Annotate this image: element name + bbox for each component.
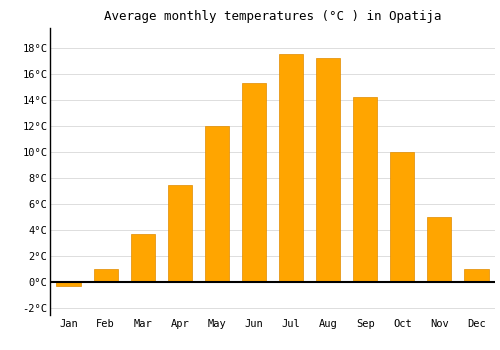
Bar xyxy=(130,234,155,282)
Bar xyxy=(56,282,80,286)
Bar xyxy=(94,270,118,282)
Bar xyxy=(464,270,488,282)
Bar xyxy=(390,152,414,282)
Bar xyxy=(242,83,266,282)
Bar xyxy=(428,217,452,282)
Bar xyxy=(316,58,340,282)
Bar xyxy=(205,126,229,282)
Bar xyxy=(353,97,378,282)
Bar xyxy=(279,54,303,282)
Title: Average monthly temperatures (°C ) in Opatija: Average monthly temperatures (°C ) in Op… xyxy=(104,10,442,23)
Bar xyxy=(168,184,192,282)
